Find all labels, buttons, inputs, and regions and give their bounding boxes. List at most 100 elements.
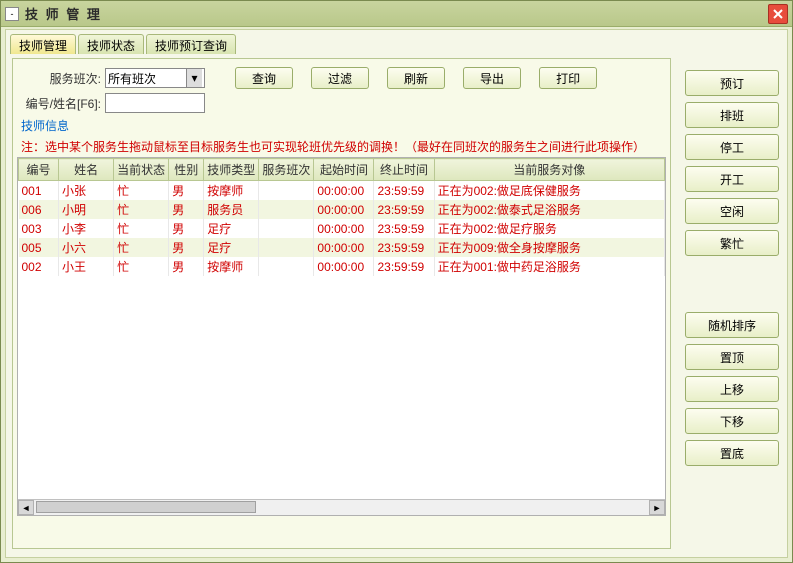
cell-name: 小明 (59, 200, 114, 219)
cell-id: 005 (19, 238, 59, 257)
cell-serving: 正在为009:做全身按摩服务 (434, 238, 664, 257)
id-label: 编号/姓名[F6]: (17, 95, 105, 112)
shift-value: 所有班次 (108, 70, 156, 87)
cell-start: 00:00:00 (314, 219, 374, 238)
tab-status[interactable]: 技师状态 (78, 34, 144, 54)
cell-start: 00:00:00 (314, 257, 374, 276)
fieldset-label: 技师信息 (21, 117, 666, 134)
sidebar-group2: 随机排序 置顶 上移 下移 置底 (685, 312, 781, 466)
col-type[interactable]: 技师类型 (204, 159, 259, 181)
cell-serving: 正在为002:做足疗服务 (434, 219, 664, 238)
note-text: 注：选中某个服务生拖动鼠标至目标服务生也可实现轮班优先级的调换！（最好在同班次的… (21, 138, 666, 155)
cell-end: 23:59:59 (374, 257, 434, 276)
table-wrap: 编号姓名当前状态性别技师类型服务班次起始时间终止时间当前服务对像 001小张忙男… (17, 157, 666, 516)
export-button[interactable]: 导出 (463, 67, 521, 89)
cell-type: 按摩师 (204, 257, 259, 276)
cell-state: 忙 (114, 257, 169, 276)
tab-manage[interactable]: 技师管理 (10, 34, 76, 54)
top-button[interactable]: 置顶 (685, 344, 779, 370)
query-button[interactable]: 查询 (235, 67, 293, 89)
cell-name: 小王 (59, 257, 114, 276)
stop-button[interactable]: 停工 (685, 134, 779, 160)
down-button[interactable]: 下移 (685, 408, 779, 434)
cell-id: 001 (19, 181, 59, 201)
cell-shift (259, 219, 314, 238)
reserve-button[interactable]: 预订 (685, 70, 779, 96)
cell-gender: 男 (169, 257, 204, 276)
cell-type: 服务员 (204, 200, 259, 219)
table-row[interactable]: 002小王忙男按摩师00:00:0023:59:59正在为001:做中药足浴服务 (19, 257, 665, 276)
col-state[interactable]: 当前状态 (114, 159, 169, 181)
row-shift: 服务班次: 所有班次 ▾ 查询 过滤 刷新 导出 打印 (17, 67, 666, 89)
cell-id: 002 (19, 257, 59, 276)
cell-name: 小张 (59, 181, 114, 201)
table-row[interactable]: 005小六忙男足疗 00:00:0023:59:59正在为009:做全身按摩服务 (19, 238, 665, 257)
refresh-button[interactable]: 刷新 (387, 67, 445, 89)
scroll-left-icon[interactable]: ◄ (18, 500, 34, 515)
h-scrollbar[interactable]: ◄ ► (18, 499, 665, 515)
print-button[interactable]: 打印 (539, 67, 597, 89)
cell-serving: 正在为002:做足底保健服务 (434, 181, 664, 201)
cell-shift (259, 238, 314, 257)
scroll-right-icon[interactable]: ► (649, 500, 665, 515)
id-input[interactable] (105, 93, 205, 113)
filter-button[interactable]: 过滤 (311, 67, 369, 89)
cell-state: 忙 (114, 181, 169, 201)
col-shift[interactable]: 服务班次 (259, 159, 314, 181)
shuffle-button[interactable]: 随机排序 (685, 312, 779, 338)
col-start[interactable]: 起始时间 (314, 159, 374, 181)
titlebar: - 技 师 管 理 (1, 1, 792, 27)
window: - 技 师 管 理 技师管理 技师状态 技师预订查询 服务班次: 所有班次 ▾ (0, 0, 793, 563)
close-button[interactable] (768, 4, 788, 24)
table-row[interactable]: 006小明忙男服务员00:00:0023:59:59正在为002:做泰式足浴服务 (19, 200, 665, 219)
cell-id: 003 (19, 219, 59, 238)
scroll-track[interactable] (34, 500, 649, 515)
cell-shift (259, 200, 314, 219)
idle-button[interactable]: 空闲 (685, 198, 779, 224)
cell-shift (259, 181, 314, 201)
close-icon (773, 9, 783, 19)
window-title: 技 师 管 理 (25, 4, 768, 23)
cell-state: 忙 (114, 219, 169, 238)
table-row[interactable]: 003小李忙男足疗00:00:0023:59:59正在为002:做足疗服务 (19, 219, 665, 238)
busy-button[interactable]: 繁忙 (685, 230, 779, 256)
cell-gender: 男 (169, 238, 204, 257)
cell-state: 忙 (114, 200, 169, 219)
col-serving[interactable]: 当前服务对像 (434, 159, 664, 181)
scroll-thumb[interactable] (36, 501, 256, 513)
toolbar: 查询 过滤 刷新 导出 打印 (235, 67, 597, 89)
chevron-down-icon[interactable]: ▾ (186, 69, 202, 87)
technician-table: 编号姓名当前状态性别技师类型服务班次起始时间终止时间当前服务对像 001小张忙男… (18, 158, 665, 276)
cell-end: 23:59:59 (374, 238, 434, 257)
col-id[interactable]: 编号 (19, 159, 59, 181)
col-end[interactable]: 终止时间 (374, 159, 434, 181)
cell-type: 按摩师 (204, 181, 259, 201)
cell-name: 小六 (59, 238, 114, 257)
schedule-button[interactable]: 排班 (685, 102, 779, 128)
shift-label: 服务班次: (17, 70, 105, 87)
tab-reserve-query[interactable]: 技师预订查询 (146, 34, 236, 54)
row-id: 编号/姓名[F6]: (17, 93, 666, 113)
up-button[interactable]: 上移 (685, 376, 779, 402)
cell-type: 足疗 (204, 219, 259, 238)
cell-id: 006 (19, 200, 59, 219)
min-icon[interactable]: - (5, 7, 19, 21)
cell-end: 23:59:59 (374, 200, 434, 219)
col-name[interactable]: 姓名 (59, 159, 114, 181)
start-button[interactable]: 开工 (685, 166, 779, 192)
cell-type: 足疗 (204, 238, 259, 257)
content-area: 技师管理 技师状态 技师预订查询 服务班次: 所有班次 ▾ 查询 过滤 刷新 导… (5, 29, 788, 558)
cell-name: 小李 (59, 219, 114, 238)
cell-state: 忙 (114, 238, 169, 257)
cell-end: 23:59:59 (374, 181, 434, 201)
table-header-row: 编号姓名当前状态性别技师类型服务班次起始时间终止时间当前服务对像 (19, 159, 665, 181)
cell-shift (259, 257, 314, 276)
cell-gender: 男 (169, 200, 204, 219)
table-row[interactable]: 001小张忙男按摩师00:00:0023:59:59正在为002:做足底保健服务 (19, 181, 665, 201)
cell-start: 00:00:00 (314, 200, 374, 219)
sidebar: 预订 排班 停工 开工 空闲 繁忙 随机排序 置顶 上移 下移 置底 (681, 64, 785, 472)
col-gender[interactable]: 性别 (169, 159, 204, 181)
cell-start: 00:00:00 (314, 238, 374, 257)
shift-select[interactable]: 所有班次 ▾ (105, 68, 205, 88)
bottom-button[interactable]: 置底 (685, 440, 779, 466)
